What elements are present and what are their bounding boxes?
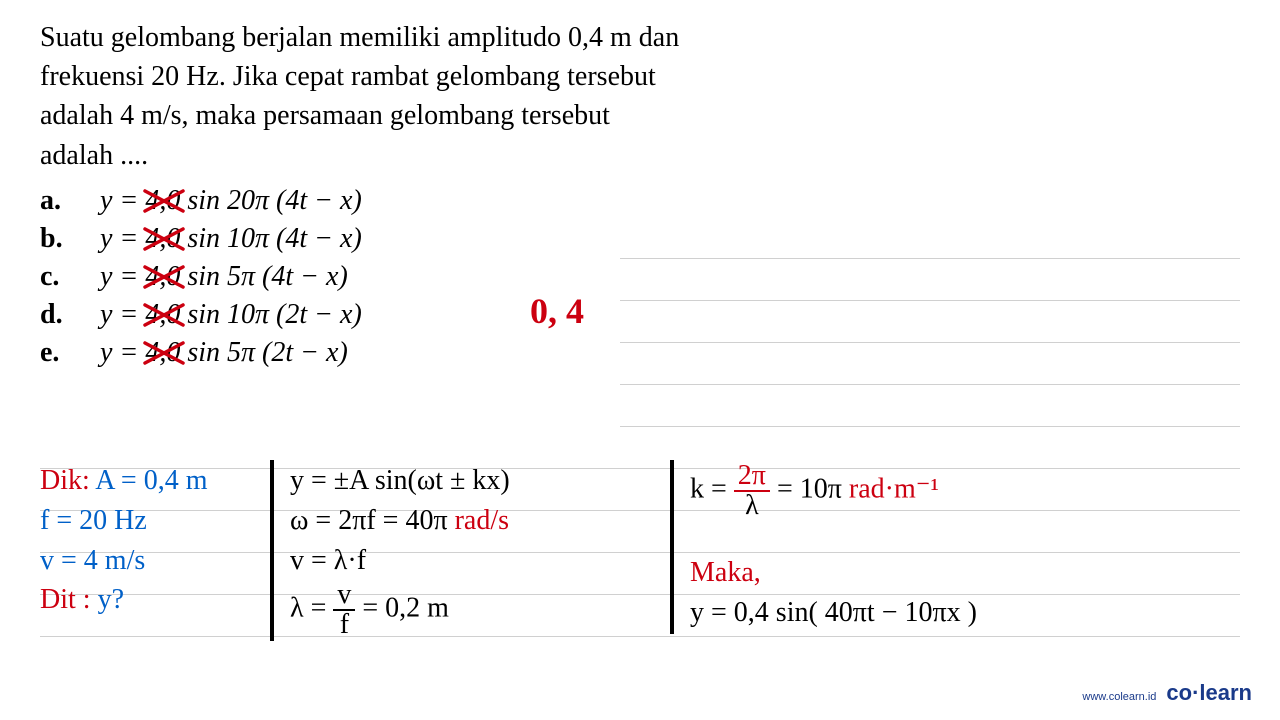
footer-url: www.colearn.id bbox=[1082, 691, 1156, 703]
option-equation: y = 4,0 sin 10π (2t − x) bbox=[100, 299, 362, 331]
option-b: b. y = 4,0 sin 10π (4t − x) bbox=[40, 223, 1240, 255]
column-given: Dik: A = 0,4 m f = 20 Hz v = 4 m/s Dit :… bbox=[40, 460, 270, 621]
footer: www.colearn.id co·learn bbox=[1082, 680, 1252, 706]
asked-value: y? bbox=[98, 584, 124, 615]
option-a: a. y = 4,0 sin 20π (4t − x) bbox=[40, 185, 1240, 217]
lambda-calc: λ = vf = 0,2 m bbox=[290, 581, 670, 639]
options-block: a. y = 4,0 sin 20π (4t − x) b. y = 4,0 s… bbox=[40, 185, 1240, 369]
handwritten-annotation: 0, 4 bbox=[530, 290, 584, 332]
fraction-v-over-f: vf bbox=[333, 581, 355, 639]
k-calc: k = 2πλ = 10π rad·m⁻¹ bbox=[690, 462, 1100, 520]
worksheet: Dik: A = 0,4 m f = 20 Hz v = 4 m/s Dit :… bbox=[40, 460, 1240, 641]
dit-label: Dit : bbox=[40, 584, 91, 615]
option-e: e. y = 4,0 sin 5π (2t − x) bbox=[40, 337, 1240, 369]
option-equation: y = 4,0 sin 20π (4t − x) bbox=[100, 185, 362, 217]
option-letter: c. bbox=[40, 261, 100, 293]
omega-calc: ω = 2πf = 40π bbox=[290, 505, 448, 536]
dik-label: Dik: bbox=[40, 465, 90, 496]
wave-equation-form: y = ±A sin(ωt ± kx) bbox=[290, 462, 670, 500]
option-d: d. y = 4,0 sin 10π (2t − x) bbox=[40, 299, 1240, 331]
struck-value: 4,0 bbox=[145, 185, 180, 217]
k-unit: rad·m⁻¹ bbox=[849, 473, 939, 504]
option-c: c. y = 4,0 sin 5π (4t − x) bbox=[40, 261, 1240, 293]
velocity-formula: v = λ·f bbox=[290, 542, 670, 580]
struck-value: 4,0 bbox=[145, 223, 180, 255]
column-result: k = 2πλ = 10π rad·m⁻¹ Maka, y = 0,4 sin(… bbox=[670, 460, 1100, 634]
option-equation: y = 4,0 sin 5π (4t − x) bbox=[100, 261, 348, 293]
option-letter: d. bbox=[40, 299, 100, 331]
column-working: y = ±A sin(ωt ± kx) ω = 2πf = 40π rad/s … bbox=[270, 460, 670, 641]
footer-logo: co·learn bbox=[1166, 680, 1252, 706]
given-amplitude: A = 0,4 m bbox=[95, 465, 207, 496]
omega-unit: rad/s bbox=[455, 505, 509, 536]
struck-value: 4,0 bbox=[145, 337, 180, 369]
question-text: Suatu gelombang berjalan memiliki amplit… bbox=[40, 18, 680, 175]
option-letter: e. bbox=[40, 337, 100, 369]
final-equation: y = 0,4 sin( 40πt − 10πx ) bbox=[690, 594, 1100, 632]
option-equation: y = 4,0 sin 10π (4t − x) bbox=[100, 223, 362, 255]
given-frequency: f = 20 Hz bbox=[40, 502, 270, 540]
option-letter: b. bbox=[40, 223, 100, 255]
given-velocity: v = 4 m/s bbox=[40, 542, 270, 580]
option-equation: y = 4,0 sin 5π (2t − x) bbox=[100, 337, 348, 369]
option-letter: a. bbox=[40, 185, 100, 217]
struck-value: 4,0 bbox=[145, 261, 180, 293]
fraction-2pi-over-lambda: 2πλ bbox=[734, 462, 770, 520]
maka-label: Maka, bbox=[690, 554, 1100, 592]
struck-value: 4,0 bbox=[145, 299, 180, 331]
